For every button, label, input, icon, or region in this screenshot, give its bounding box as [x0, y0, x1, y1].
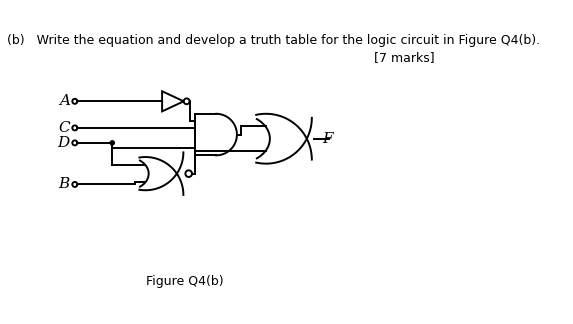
Text: [7 marks]: [7 marks]	[374, 52, 435, 64]
Text: D: D	[57, 136, 70, 150]
Text: F: F	[323, 132, 333, 146]
Circle shape	[110, 141, 114, 145]
Text: (b)   Write the equation and develop a truth table for the logic circuit in Figu: (b) Write the equation and develop a tru…	[7, 34, 540, 47]
Text: Figure Q4(b): Figure Q4(b)	[146, 275, 223, 288]
Text: B: B	[58, 178, 70, 191]
Text: C: C	[58, 121, 70, 135]
Text: A: A	[59, 94, 70, 108]
